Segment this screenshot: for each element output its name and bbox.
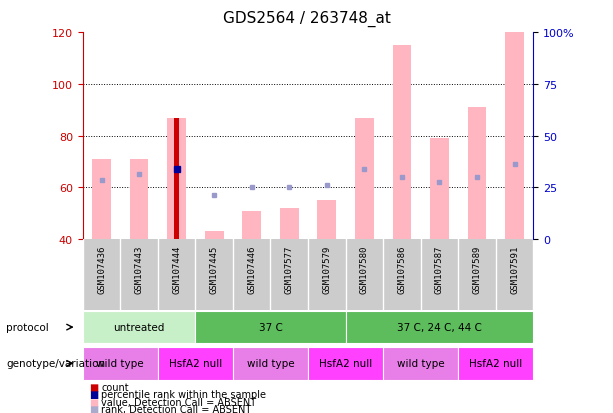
Text: ■: ■	[89, 397, 98, 407]
Text: GSM107586: GSM107586	[397, 245, 406, 293]
Text: genotype/variation: genotype/variation	[6, 358, 105, 368]
Text: untreated: untreated	[113, 322, 165, 332]
Text: HsfA2 null: HsfA2 null	[169, 358, 222, 368]
Text: value, Detection Call = ABSENT: value, Detection Call = ABSENT	[101, 397, 256, 407]
Bar	[318, 201, 336, 240]
Text: ■: ■	[89, 389, 98, 399]
Bar	[233, 347, 308, 380]
Bar	[83, 347, 158, 380]
Text: percentile rank within the sample: percentile rank within the sample	[101, 389, 266, 399]
Bar	[83, 311, 196, 343]
Text: wild type: wild type	[246, 358, 294, 368]
Bar	[196, 311, 346, 343]
Text: GSM107589: GSM107589	[473, 245, 481, 293]
Bar	[308, 347, 383, 380]
Text: GSM107446: GSM107446	[247, 245, 256, 293]
Text: 37 C: 37 C	[259, 322, 283, 332]
Text: GSM107579: GSM107579	[322, 245, 331, 293]
Text: wild type: wild type	[397, 358, 444, 368]
Bar	[355, 118, 374, 240]
Bar	[92, 159, 111, 240]
Text: protocol: protocol	[6, 322, 49, 332]
Bar	[174, 118, 180, 240]
Text: GDS2564 / 263748_at: GDS2564 / 263748_at	[223, 10, 390, 26]
Text: count: count	[101, 382, 129, 392]
Text: GSM107577: GSM107577	[285, 245, 294, 293]
Bar	[130, 159, 148, 240]
Bar	[158, 347, 233, 380]
Bar	[383, 347, 458, 380]
Text: GSM107591: GSM107591	[510, 245, 519, 293]
Text: GSM107580: GSM107580	[360, 245, 369, 293]
Bar	[458, 347, 533, 380]
Bar	[505, 33, 524, 240]
Text: GSM107587: GSM107587	[435, 245, 444, 293]
Bar	[205, 232, 224, 240]
Text: HsfA2 null: HsfA2 null	[319, 358, 372, 368]
Text: ■: ■	[89, 404, 98, 413]
Bar	[242, 211, 261, 240]
Bar	[280, 209, 299, 240]
Text: 37 C, 24 C, 44 C: 37 C, 24 C, 44 C	[397, 322, 482, 332]
Bar	[167, 118, 186, 240]
Text: GSM107444: GSM107444	[172, 245, 181, 293]
Text: wild type: wild type	[96, 358, 144, 368]
Text: HsfA2 null: HsfA2 null	[469, 358, 522, 368]
Text: GSM107443: GSM107443	[135, 245, 143, 293]
Text: rank, Detection Call = ABSENT: rank, Detection Call = ABSENT	[101, 404, 251, 413]
Text: ■: ■	[89, 382, 98, 392]
Text: GSM107436: GSM107436	[97, 245, 106, 293]
Text: GSM107445: GSM107445	[210, 245, 219, 293]
Bar	[392, 46, 411, 240]
Bar	[468, 108, 486, 240]
Bar	[346, 311, 533, 343]
Bar	[430, 139, 449, 240]
